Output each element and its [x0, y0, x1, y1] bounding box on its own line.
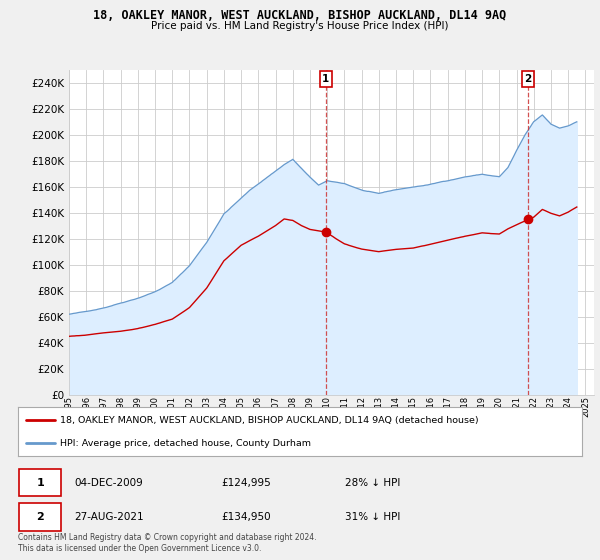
Text: 1: 1 [37, 478, 44, 488]
FancyBboxPatch shape [19, 503, 61, 530]
Text: HPI: Average price, detached house, County Durham: HPI: Average price, detached house, Coun… [60, 438, 311, 447]
Text: 31% ↓ HPI: 31% ↓ HPI [345, 512, 400, 522]
Text: 2: 2 [524, 74, 532, 84]
FancyBboxPatch shape [19, 469, 61, 496]
Text: Contains HM Land Registry data © Crown copyright and database right 2024.
This d: Contains HM Land Registry data © Crown c… [18, 533, 317, 553]
Text: 1: 1 [322, 74, 329, 84]
Text: 18, OAKLEY MANOR, WEST AUCKLAND, BISHOP AUCKLAND, DL14 9AQ: 18, OAKLEY MANOR, WEST AUCKLAND, BISHOP … [94, 9, 506, 22]
Text: 28% ↓ HPI: 28% ↓ HPI [345, 478, 400, 488]
Text: 2: 2 [37, 512, 44, 522]
Text: 04-DEC-2009: 04-DEC-2009 [74, 478, 143, 488]
Text: £134,950: £134,950 [221, 512, 271, 522]
Text: £124,995: £124,995 [221, 478, 271, 488]
Text: Price paid vs. HM Land Registry's House Price Index (HPI): Price paid vs. HM Land Registry's House … [151, 21, 449, 31]
Text: 18, OAKLEY MANOR, WEST AUCKLAND, BISHOP AUCKLAND, DL14 9AQ (detached house): 18, OAKLEY MANOR, WEST AUCKLAND, BISHOP … [60, 416, 479, 425]
Text: 27-AUG-2021: 27-AUG-2021 [74, 512, 144, 522]
